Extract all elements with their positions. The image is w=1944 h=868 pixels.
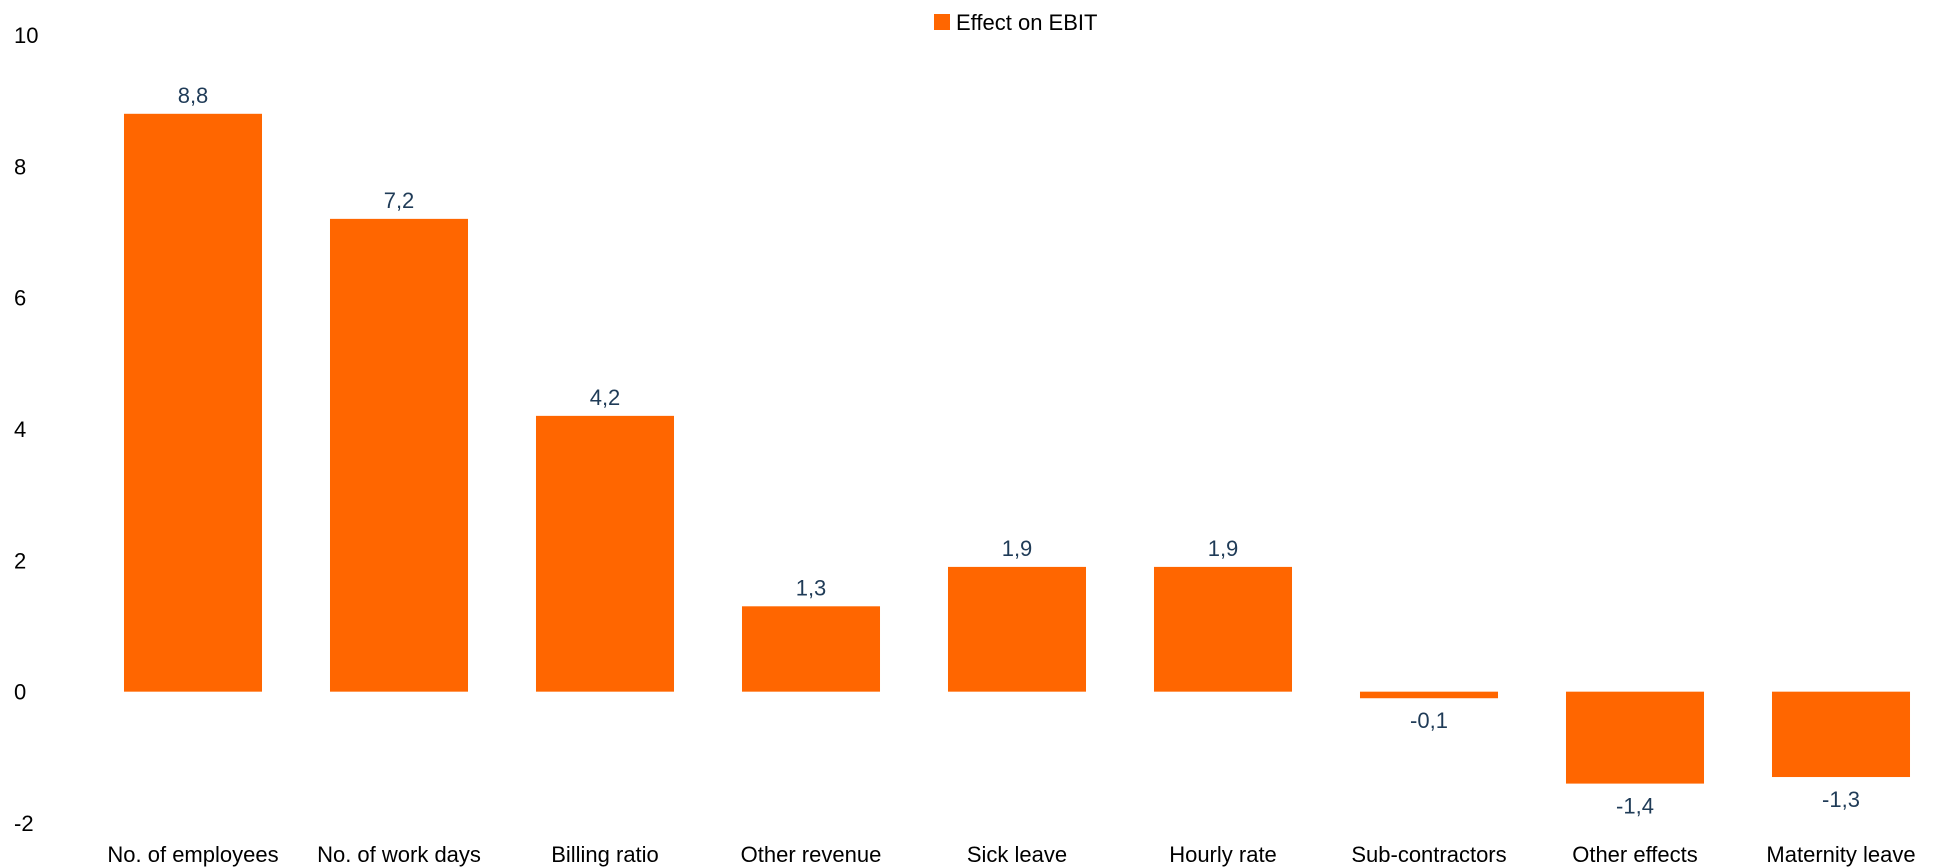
bar [1771, 691, 1911, 778]
data-label: -1,3 [1822, 787, 1860, 812]
data-label: 1,9 [1002, 536, 1033, 561]
data-label: 4,2 [590, 385, 621, 410]
data-label: 7,2 [384, 188, 415, 213]
data-label: 1,3 [796, 575, 827, 600]
y-tick-label: 0 [14, 680, 26, 705]
y-axis: -2 0 2 4 6 8 10 [14, 23, 38, 836]
category-label: Other effects [1572, 842, 1698, 867]
bar [1565, 691, 1705, 784]
data-label: -1,4 [1616, 794, 1654, 819]
data-labels: 8,8 7,2 4,2 1,3 1,9 1,9 -0,1 -1,4 -1,3 [178, 83, 1860, 819]
legend-swatch [934, 14, 950, 30]
y-tick-label: 6 [14, 286, 26, 311]
category-label: Sick leave [967, 842, 1067, 867]
category-label: Sub-contractors [1351, 842, 1506, 867]
y-tick-label: 2 [14, 548, 26, 573]
y-tick-label: 4 [14, 417, 26, 442]
y-tick-label: 10 [14, 23, 38, 48]
y-tick-label: 8 [14, 154, 26, 179]
bar [1359, 691, 1499, 699]
bars [123, 113, 1911, 784]
data-label: 8,8 [178, 83, 209, 108]
y-tick-label: -2 [14, 811, 34, 836]
bar [329, 218, 469, 692]
bar [741, 606, 881, 692]
category-label: Maternity leave [1766, 842, 1915, 867]
legend-label: Effect on EBIT [956, 10, 1097, 35]
x-axis: No. of employees No. of work days Billing … [107, 842, 1915, 867]
data-label: 1,9 [1208, 536, 1239, 561]
bar [123, 113, 263, 692]
bar [947, 566, 1087, 692]
category-label: Other revenue [741, 842, 882, 867]
category-label: No. of employees [107, 842, 278, 867]
bar [1153, 566, 1293, 692]
category-label: Hourly rate [1169, 842, 1277, 867]
legend: Effect on EBIT [934, 10, 1097, 35]
bar [535, 415, 675, 692]
data-label: -0,1 [1410, 708, 1448, 733]
category-label: No. of work days [317, 842, 481, 867]
category-label: Billing ratio [551, 842, 659, 867]
